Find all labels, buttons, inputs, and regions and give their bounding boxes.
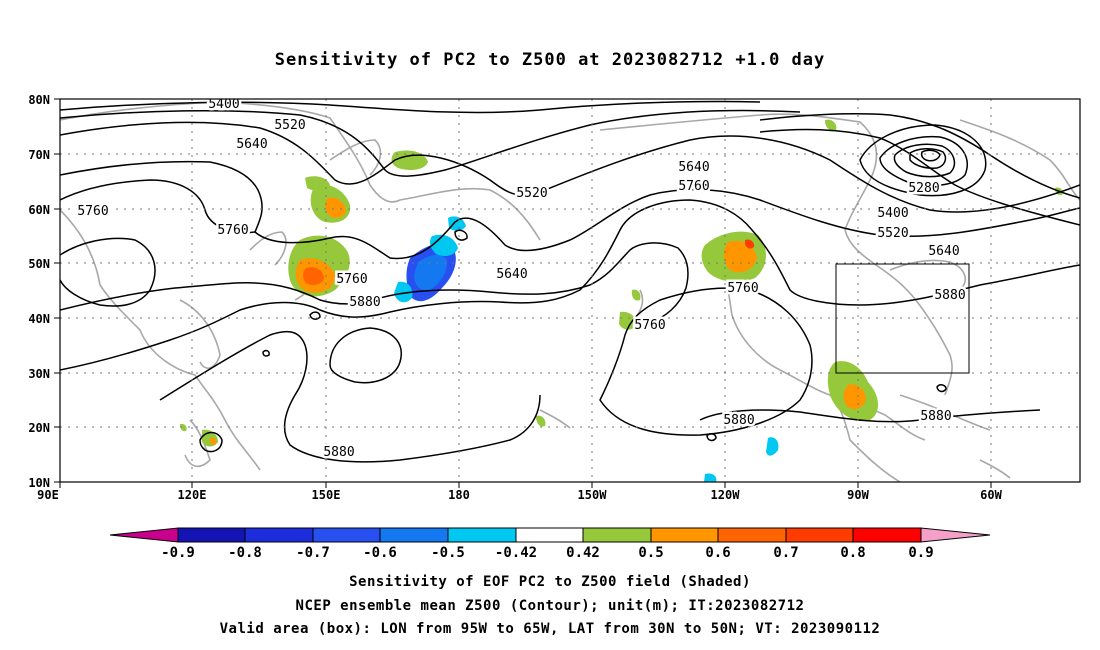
colorbar-box <box>785 527 854 543</box>
longitude-labels: 90E 120E 150E 180 150W 120W 90W 60W <box>37 488 1002 502</box>
lat-label: 80N <box>28 93 50 107</box>
contour-label: 5640 <box>496 267 527 282</box>
contour-label: 5760 <box>336 272 367 287</box>
contour-label: 5640 <box>678 160 709 175</box>
map-title: Sensitivity of PC2 to Z500 at 2023082712… <box>274 50 826 70</box>
lat-label: 30N <box>28 367 50 381</box>
lat-label: 20N <box>28 421 50 435</box>
contour-label: 5640 <box>928 244 959 259</box>
contour-label: 5520 <box>877 226 908 241</box>
lat-label: 40N <box>28 312 50 326</box>
lon-label: 150E <box>312 488 341 502</box>
contour-label: 5760 <box>77 204 108 219</box>
lon-label: 120E <box>178 488 207 502</box>
colorbar-label: 0.7 <box>773 545 798 561</box>
contour-label: 5760 <box>217 223 248 238</box>
colorbar-box <box>852 527 922 543</box>
contour-label: 5520 <box>274 118 305 133</box>
colorbar-box <box>717 527 787 543</box>
colorbar-label: -0.5 <box>431 545 465 561</box>
lon-label: 120W <box>711 488 741 502</box>
colorbar-label: -0.9 <box>161 545 195 561</box>
lon-label: 150W <box>578 488 608 502</box>
lat-label: 60N <box>28 203 50 217</box>
contour-label: 5760 <box>727 281 758 296</box>
lat-label: 10N <box>28 476 50 490</box>
contour-labels: 5400 5520 5640 5760 5760 5760 5880 5520 … <box>75 97 968 463</box>
colorbar-left-triangle <box>109 527 179 543</box>
colorbar-label: 0.5 <box>638 545 663 561</box>
colorbar-label: -0.42 <box>495 545 537 561</box>
plot-frame <box>59 98 1081 483</box>
lon-label: 90E <box>37 488 59 502</box>
colorbar-box <box>177 527 246 543</box>
colorbar-box <box>650 527 719 543</box>
colorbar-label: -0.8 <box>228 545 262 561</box>
contour-label: 5760 <box>678 179 709 194</box>
colorbar-label: 0.9 <box>908 545 933 561</box>
shaded-sensitivity <box>180 119 1063 482</box>
contour-label: 5400 <box>208 97 239 112</box>
colorbar-label: 0.42 <box>566 545 600 561</box>
colorbar-box <box>582 527 652 543</box>
colorbar-label: 0.6 <box>705 545 730 561</box>
colorbar-box <box>379 527 449 543</box>
colorbar-label: -0.7 <box>296 545 330 561</box>
colorbar-label: -0.6 <box>363 545 397 561</box>
colorbar-box <box>244 527 314 543</box>
contour-label: 5400 <box>877 206 908 221</box>
lon-label: 90W <box>847 488 869 502</box>
lat-label: 50N <box>28 257 50 271</box>
contour-label: 5880 <box>349 295 380 310</box>
contour-label: 5880 <box>934 288 965 303</box>
contour-label: 5880 <box>723 413 754 428</box>
lon-label: 60W <box>980 488 1002 502</box>
z500-contours <box>60 100 1080 463</box>
valid-area-box <box>835 263 970 374</box>
caption-contour: NCEP ensemble mean Z500 (Contour); unit(… <box>295 598 805 614</box>
colorbar-label: 0.8 <box>840 545 865 561</box>
colorbar-right-triangle <box>920 527 991 543</box>
contour-label: 5880 <box>920 409 951 424</box>
colorbar-box <box>312 527 381 543</box>
contour-label: 5760 <box>634 318 665 333</box>
colorbar-box <box>447 527 517 543</box>
caption-shaded: Sensitivity of EOF PC2 to Z500 field (Sh… <box>349 574 751 590</box>
colorbar-box <box>515 527 584 543</box>
contour-label: 5880 <box>323 445 354 460</box>
contour-label: 5640 <box>236 137 267 152</box>
contour-label: 5520 <box>516 186 547 201</box>
lat-label: 70N <box>28 148 50 162</box>
caption-valid-area: Valid area (box): LON from 95W to 65W, L… <box>219 621 881 637</box>
latitude-labels: 80N 70N 60N 50N 40N 30N 20N 10N <box>28 93 50 490</box>
colorbar: -0.9 -0.8 -0.7 -0.6 -0.5 -0.42 0.42 0.5 … <box>109 527 991 561</box>
lon-label: 180 <box>448 488 470 502</box>
tick-marks <box>54 98 992 488</box>
contour-label: 5280 <box>908 181 939 196</box>
